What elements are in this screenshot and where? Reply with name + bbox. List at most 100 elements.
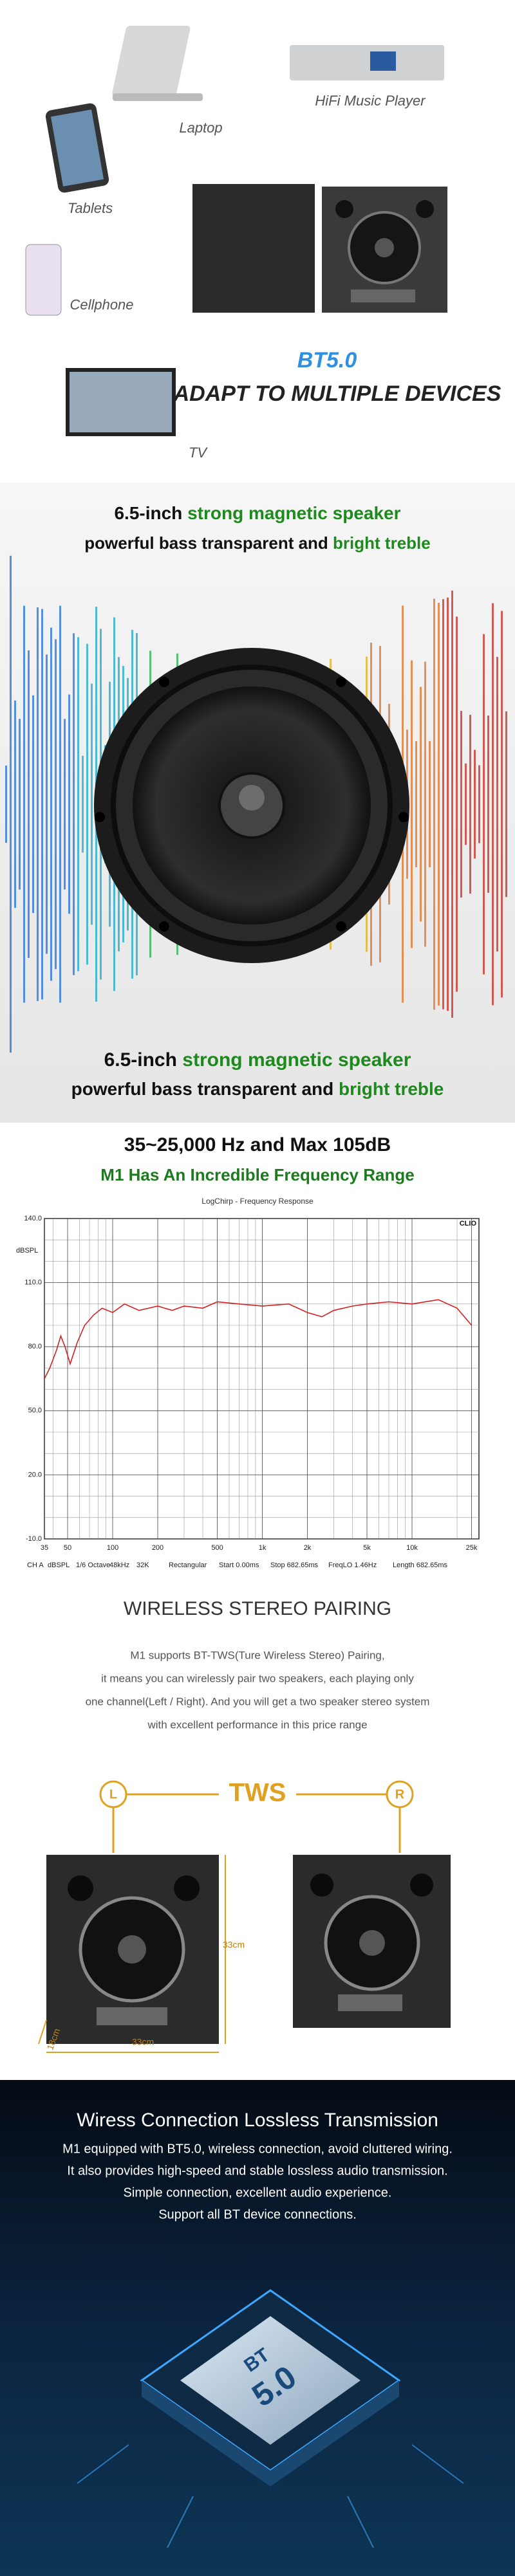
tws-diagram <box>38 1780 451 2053</box>
wave-bar <box>501 611 503 998</box>
x-tick-label: 25k <box>466 1544 478 1552</box>
driver-image <box>94 648 409 963</box>
line-a: powerful bass transparent and <box>84 533 328 553</box>
driver-sub: powerful bass transparent and bright tre… <box>84 533 430 553</box>
wave-bar <box>50 627 52 981</box>
wave-bar <box>59 605 61 1003</box>
y-tick-label: 110.0 <box>24 1279 42 1287</box>
wave-bar <box>10 555 12 1053</box>
wave-bar <box>487 715 489 893</box>
wave-bar <box>46 654 48 954</box>
wave-bar <box>465 763 467 845</box>
brand: CLIO <box>460 1220 477 1228</box>
wave-bar <box>14 700 16 908</box>
x-tick-label: 200 <box>152 1544 164 1552</box>
wireless-line: Support all BT device connections. <box>158 2207 357 2222</box>
pairing-line: M1 supports BT-TWS(Ture Wireless Stereo)… <box>130 1649 384 1661</box>
wave-bar <box>420 686 422 922</box>
x-tick-label: 2k <box>304 1544 312 1552</box>
chart-title: LogChirp - Frequency Response <box>201 1197 314 1206</box>
footer-item: 48kHz <box>109 1561 129 1569</box>
wave-bar <box>73 633 75 975</box>
pairing-line: with excellent performance in this price… <box>147 1718 367 1731</box>
wireless-line: Simple connection, excellent audio exper… <box>124 2185 392 2200</box>
wave-bar <box>82 755 84 853</box>
footer-item: dBSPL <box>48 1561 70 1569</box>
driver-heading: 6.5-inch strong magnetic speaker <box>114 503 400 523</box>
footer-item: Length 682.65ms <box>393 1561 448 1569</box>
wave-bar <box>41 609 43 1000</box>
wireless-line: M1 equipped with BT5.0, wireless connect… <box>62 2142 453 2156</box>
line-a: powerful bass transparent and <box>71 1079 334 1099</box>
wave-bar <box>447 597 449 1011</box>
driver-sub: powerful bass transparent and bright tre… <box>71 1079 444 1099</box>
response-line <box>44 1299 473 1379</box>
title: strong magnetic speaker <box>182 1049 411 1071</box>
y-tick-label: -10.0 <box>26 1535 42 1543</box>
device-label: Cellphone <box>70 297 133 313</box>
hifi-image <box>290 45 444 80</box>
x-tick-label: 10k <box>406 1544 418 1552</box>
footer-item: CH A <box>27 1561 44 1569</box>
y-tick-label: 20.0 <box>28 1471 42 1478</box>
size: 6.5-inch <box>104 1049 177 1071</box>
wave-bar <box>55 639 57 970</box>
device-label: Laptop <box>179 120 222 136</box>
x-tick-label: 500 <box>211 1544 223 1552</box>
wave-bar <box>474 750 476 859</box>
device-label: Tablets <box>68 200 113 216</box>
left-label: L <box>109 1787 117 1801</box>
wave-bar <box>86 643 88 965</box>
chip-image <box>77 2289 464 2548</box>
title: strong magnetic speaker <box>187 503 401 523</box>
cellphone-image <box>25 244 62 316</box>
footer-item: Start 0.00ms <box>219 1561 259 1569</box>
pairing-text: M1 supports BT-TWS(Ture Wireless Stereo)… <box>86 1649 430 1731</box>
wave-bar <box>478 765 480 843</box>
headline: ADAPT TO MULTIPLE DEVICES <box>173 382 501 406</box>
wave-bar <box>469 715 471 894</box>
tws-label: TWS <box>229 1779 286 1807</box>
device-label: HiFi Music Player <box>315 93 426 109</box>
y-tick-label: 50.0 <box>28 1407 42 1415</box>
x-tick-label: 35 <box>41 1544 48 1552</box>
wave-bar <box>424 661 426 947</box>
tv-image <box>66 368 176 436</box>
frequency-heading: 35~25,000 Hz and Max 105dB <box>124 1134 391 1155</box>
y-tick-label: 80.0 <box>28 1343 42 1350</box>
wave-bar <box>23 605 25 1003</box>
speakers-image <box>192 184 447 313</box>
wave-bar <box>483 634 485 975</box>
wave-bar <box>28 650 30 959</box>
wave-bar <box>505 711 507 897</box>
wave-bar <box>456 616 458 992</box>
footer-item: Rectangular <box>169 1561 207 1569</box>
wave-bar <box>429 741 431 868</box>
driver-heading: 6.5-inch strong magnetic speaker <box>104 1049 411 1071</box>
wave-bar <box>5 765 7 843</box>
bt-label: BT5.0 <box>297 348 357 373</box>
width-label: 33cm <box>132 2037 154 2047</box>
wireless-line: It also provides high-speed and stable l… <box>67 2164 447 2178</box>
laptop-image <box>112 26 203 101</box>
wave-bar <box>415 741 417 867</box>
line-b: bright treble <box>333 533 431 553</box>
wave-bar <box>19 719 21 890</box>
wave-bar <box>68 694 70 914</box>
x-tick-label: 100 <box>107 1544 118 1552</box>
wave-bar <box>91 683 93 925</box>
right-label: R <box>395 1787 405 1801</box>
wave-bar <box>433 598 435 1010</box>
footer-item: Stop 682.65ms <box>270 1561 318 1569</box>
footer-item: 1/6 Octave <box>76 1561 110 1569</box>
x-tick-label: 50 <box>64 1544 71 1552</box>
footer-item: 32K <box>136 1561 149 1569</box>
frequency-subheading: M1 Has An Incredible Frequency Range <box>100 1165 414 1184</box>
size: 6.5-inch <box>114 503 182 523</box>
pairing-line: it means you can wirelessly pair two spe… <box>101 1672 414 1684</box>
footer-item: FreqLO 1.46Hz <box>328 1561 377 1569</box>
wave-bar <box>460 710 462 898</box>
wave-bar <box>492 603 494 1006</box>
pairing-line: one channel(Left / Right). And you will … <box>86 1695 430 1707</box>
